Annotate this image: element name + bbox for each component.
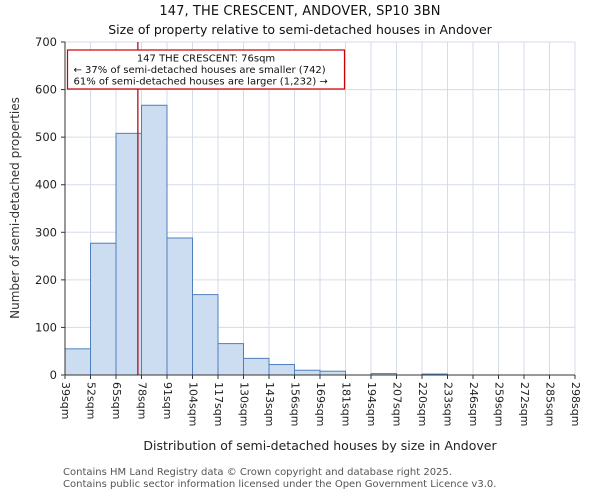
histogram-bar [294,369,321,376]
histogram-bar [268,364,295,376]
x-tick-label: 207sqm [391,382,404,426]
x-tick-label: 39sqm [59,382,72,419]
y-tick-label: 200 [35,273,57,287]
attribution-footer: Contains HM Land Registry data © Crown c… [63,467,496,490]
x-tick-label: 130sqm [238,382,251,426]
annotation-title: 147 THE CRESCENT: 76sqm [137,54,275,65]
x-axis-label: Distribution of semi-detached houses by … [143,438,497,453]
y-tick-label: 100 [35,320,57,334]
annotation-box [66,49,346,90]
x-tick-label: 65sqm [110,382,123,419]
x-tick-label: 143sqm [263,382,276,426]
histogram-bar [90,242,117,376]
histogram-bar [141,104,168,376]
histogram-bar [217,343,244,376]
x-tick-label: 259sqm [493,382,506,426]
histogram-bar [319,370,346,376]
x-tick-label: 220sqm [416,382,429,426]
chart-title: 147, THE CRESCENT, ANDOVER, SP10 3BN [159,4,441,19]
x-tick-label: 233sqm [442,382,455,426]
annotation-larger-stat: 61% of semi-detached houses are larger (… [74,77,328,88]
histogram-bar [64,348,91,376]
x-tick-label: 246sqm [467,382,480,426]
y-tick-label: 600 [35,83,57,97]
y-tick-label: 500 [35,130,57,144]
x-tick-label: 91sqm [161,382,174,419]
x-tick-label: 272sqm [518,382,531,426]
annotation-smaller-stat: ← 37% of semi-detached houses are smalle… [74,65,326,76]
x-tick-label: 285sqm [544,382,557,426]
x-tick-label: 298sqm [569,382,582,426]
y-tick-label: 300 [35,225,57,239]
chart-subtitle: Size of property relative to semi-detach… [108,22,492,37]
y-tick-label: 400 [35,178,57,192]
histogram-bar [192,294,219,376]
attribution-line-1: Contains HM Land Registry data © Crown c… [63,467,452,478]
histogram-bar [166,237,193,376]
x-tick-label: 117sqm [212,382,225,426]
attribution-line-2: Contains public sector information licen… [63,478,497,490]
x-tick-label: 104sqm [187,382,200,426]
x-tick-label: 156sqm [289,382,302,426]
x-tick-label: 169sqm [314,382,327,426]
y-tick-label: 0 [50,368,57,382]
y-tick-label: 700 [35,35,57,49]
x-tick-label: 181sqm [340,382,353,426]
x-tick-label: 52sqm [85,382,98,419]
histogram-bar [243,357,270,376]
x-tick-label: 78sqm [136,382,149,419]
x-tick-label: 194sqm [365,382,378,426]
